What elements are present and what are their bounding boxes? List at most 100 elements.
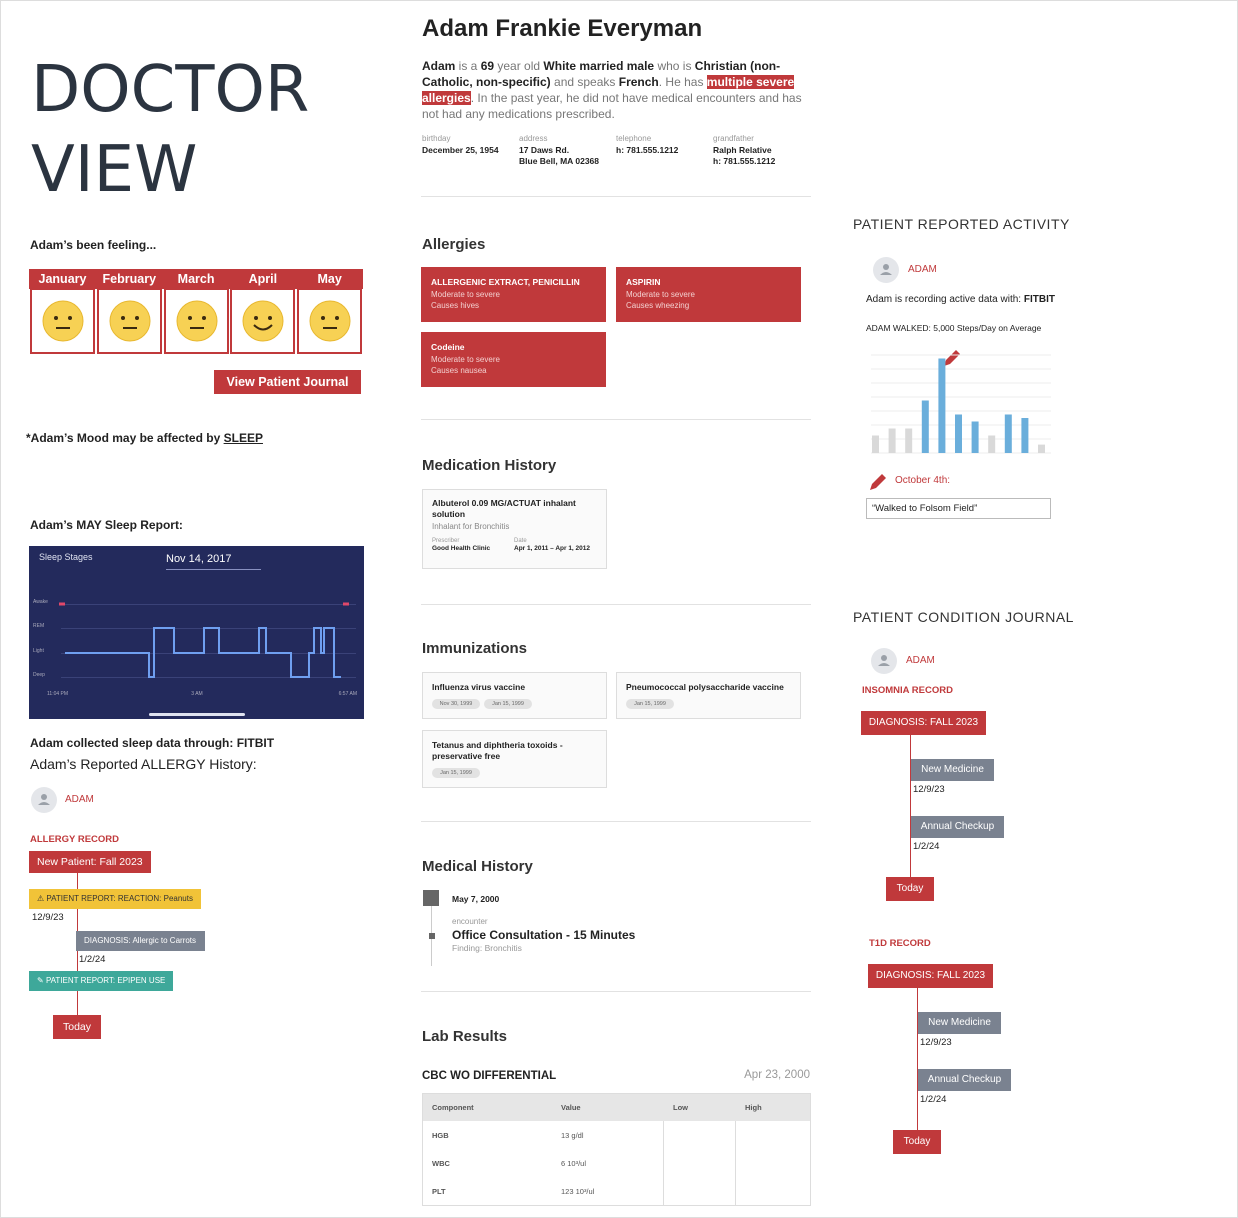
detail-value: Ralph Relative bbox=[713, 145, 772, 155]
timeline-event: DIAGNOSIS: Allergic to Carrots bbox=[76, 931, 205, 951]
date-tag: Nov 30, 1999 bbox=[432, 699, 480, 709]
sleep-link[interactable]: SLEEP bbox=[223, 431, 263, 445]
date-underline bbox=[166, 569, 261, 570]
month-header: May bbox=[296, 269, 364, 289]
summary-part: and speaks bbox=[550, 75, 619, 89]
summary-part: who is bbox=[654, 59, 695, 73]
timeline-line bbox=[910, 735, 911, 877]
activity-bar bbox=[955, 414, 962, 453]
detail-value: h: 781.555.1212 bbox=[713, 156, 776, 166]
user-name: ADAM bbox=[908, 264, 937, 275]
vaccine-name: Influenza virus vaccine bbox=[432, 682, 526, 692]
date-tag: Jan 15, 1999 bbox=[432, 768, 480, 778]
detail-value: Blue Bell, MA 02368 bbox=[519, 156, 599, 166]
hypnogram-line bbox=[65, 627, 341, 678]
journal-button[interactable]: View Patient Journal bbox=[214, 370, 361, 394]
summary-part: is a bbox=[455, 59, 481, 73]
lab-table bbox=[422, 1093, 811, 1206]
lab-cell: HGB bbox=[432, 1131, 449, 1140]
mood-face bbox=[309, 300, 351, 342]
lab-col-header: High bbox=[745, 1103, 762, 1112]
detail-label: grandfather bbox=[713, 134, 754, 143]
note-input: “Walked to Folsom Field” bbox=[866, 498, 1051, 519]
time-label: 3 AM bbox=[191, 691, 203, 697]
activity-bar bbox=[888, 428, 896, 453]
stage-label: REM bbox=[33, 623, 45, 629]
stage-grid bbox=[61, 653, 356, 654]
timeline-event: Today bbox=[893, 1130, 941, 1154]
eye bbox=[254, 316, 259, 320]
lab-cell: 6 10³/ul bbox=[561, 1159, 587, 1168]
allergy-severity: Moderate to severe bbox=[626, 290, 695, 299]
mood-cell bbox=[230, 288, 296, 354]
allergy-name: Codeine bbox=[431, 342, 465, 352]
med-name: Albuterol 0.09 MG/ACTUAT inhalant soluti… bbox=[432, 498, 576, 519]
separator bbox=[421, 419, 811, 420]
avatar-body bbox=[880, 272, 892, 275]
lab-col-header: Component bbox=[432, 1103, 474, 1112]
face bbox=[309, 300, 351, 342]
timeline-event: Today bbox=[53, 1015, 101, 1039]
face bbox=[176, 300, 218, 342]
section-heading: PATIENT REPORTED ACTIVITY bbox=[853, 216, 1070, 232]
eye bbox=[201, 316, 206, 320]
lab-col-line bbox=[735, 1121, 736, 1206]
history-marker bbox=[423, 890, 439, 906]
activity-summary: ADAM WALKED: 5,000 Steps/Day on Average bbox=[866, 323, 1042, 333]
sleep-chart-bg bbox=[29, 546, 364, 719]
timeline-event: Annual Checkup bbox=[911, 816, 1004, 838]
lab-col-header: Low bbox=[673, 1103, 688, 1112]
allergy-name: ASPIRIN bbox=[626, 277, 661, 287]
summary-part: . He has bbox=[658, 75, 707, 89]
lab-cell: PLT bbox=[432, 1187, 446, 1196]
med-value: Good Health Clinic bbox=[432, 545, 491, 552]
stage-label: Deep bbox=[33, 672, 45, 678]
timeline-event: New Medicine bbox=[918, 1012, 1001, 1034]
event-date: 1/2/24 bbox=[920, 1094, 947, 1105]
eye bbox=[54, 316, 58, 320]
avatar-body bbox=[38, 802, 50, 805]
mood-face bbox=[176, 300, 218, 342]
record-title: T1D RECORD bbox=[869, 938, 931, 949]
eye bbox=[268, 316, 273, 320]
allergy-reaction: Causes nausea bbox=[431, 366, 487, 375]
date-tag: Jan 15, 1999 bbox=[626, 699, 674, 709]
card bbox=[422, 489, 607, 569]
pencil-icon bbox=[944, 350, 960, 366]
timeline-event: DIAGNOSIS: FALL 2023 bbox=[861, 711, 986, 735]
allergy-name: ALLERGENIC EXTRACT, PENICILLIN bbox=[431, 277, 580, 287]
timeline-event: Annual Checkup bbox=[918, 1069, 1011, 1091]
section-heading: Adam’s Reported ALLERGY History: bbox=[30, 756, 257, 772]
avatar-head bbox=[881, 655, 887, 661]
summary-part: French bbox=[618, 75, 659, 89]
history-title: Office Consultation - 15 Minutes bbox=[452, 928, 636, 942]
sleep-source: Adam collected sleep data through: FITBI… bbox=[30, 736, 274, 750]
event-label: New Patient: Fall 2023 bbox=[37, 856, 143, 868]
event-date: 1/2/24 bbox=[913, 841, 940, 852]
med-note: Inhalant for Bronchitis bbox=[432, 522, 510, 531]
stage-grid bbox=[61, 677, 356, 678]
detail-value: December 25, 1954 bbox=[422, 145, 499, 155]
activity-bar bbox=[971, 421, 979, 453]
avatar bbox=[873, 257, 899, 283]
med-value: Apr 1, 2011 – Apr 1, 2012 bbox=[514, 545, 591, 552]
activity-bar bbox=[1021, 418, 1029, 453]
allergy-card bbox=[421, 267, 606, 322]
section-heading: Lab Results bbox=[422, 1028, 508, 1045]
sleep-source-text: Adam collected sleep data through: bbox=[30, 736, 237, 750]
avatar bbox=[871, 648, 897, 674]
summary-part: year old bbox=[494, 59, 544, 73]
summary-part: Christian (non-Catholic, non-specific) bbox=[422, 59, 781, 89]
detail-label: birthday bbox=[422, 134, 451, 143]
activity-bar bbox=[1038, 444, 1045, 453]
month-header: April bbox=[229, 269, 297, 289]
section-heading: Adam’s MAY Sleep Report: bbox=[30, 518, 183, 532]
sleep-chart-date: Nov 14, 2017 bbox=[166, 553, 232, 565]
summary-part: Adam bbox=[422, 59, 456, 73]
section-heading: Medical History bbox=[422, 858, 533, 875]
event-date: 12/9/23 bbox=[913, 784, 945, 795]
mood-cell bbox=[163, 288, 229, 354]
allergy-reaction: Causes wheezing bbox=[626, 301, 690, 310]
section-heading: PATIENT CONDITION JOURNAL bbox=[853, 609, 1074, 625]
timeline-event: New Patient: Fall 2023 bbox=[29, 851, 151, 873]
